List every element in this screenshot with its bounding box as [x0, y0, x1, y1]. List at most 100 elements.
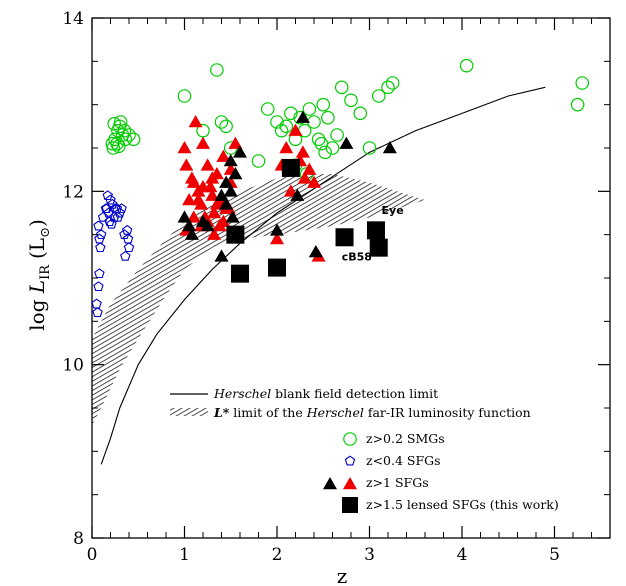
series-2-point-5	[188, 115, 203, 128]
legend-herschel_limit-label: Herschel blank field detection limit	[213, 386, 438, 401]
series-1-point-0	[91, 298, 102, 309]
series-1-point-10	[103, 207, 114, 218]
series-2-point-13	[207, 206, 222, 219]
series-3-point-9	[233, 145, 247, 158]
series-2-point-12	[205, 188, 220, 201]
series-2-point-32	[288, 123, 303, 136]
legend-lensed-label-text: z>1.5 lensed SFGs (this work)	[366, 497, 559, 512]
legend-sfg_high-label-text: z>1 SFGs	[366, 475, 429, 490]
series-0-point-33	[330, 128, 344, 142]
series-1-point-3	[94, 268, 105, 279]
series-0-point-29	[311, 132, 326, 147]
series-4-point-0	[226, 225, 245, 244]
series-1-point-7	[94, 233, 105, 244]
legend-smg-label: z>0.2 SMGs	[366, 431, 445, 446]
series-3-point-5	[214, 249, 229, 262]
series-0-point-7	[110, 136, 124, 151]
legend-lstar_limit-label-text: far-IR luminosity function	[364, 405, 531, 420]
series-0-point-9	[117, 123, 132, 138]
legend-sfg_low-label-text: z<0.4 SFGs	[366, 453, 441, 468]
y-tick-label-1: 10	[62, 356, 84, 376]
series-0-point-38	[381, 80, 395, 95]
series-0-point-27	[302, 102, 317, 116]
series-3-point-1	[182, 219, 197, 232]
series-0-point-21	[270, 115, 284, 129]
series-1-point-16	[116, 203, 127, 214]
series-3-point-2	[184, 227, 199, 240]
series-4-point-6	[369, 238, 388, 257]
series-0-point-13	[112, 139, 126, 154]
x-tick-label-2: 2	[272, 545, 283, 565]
series-1-point-4	[95, 242, 106, 253]
series-1-point-1	[92, 307, 103, 318]
series-2-point-39	[283, 184, 298, 197]
legend-lstar_limit-label: L* limit of the Herschel far-IR luminosi…	[213, 405, 531, 420]
series-2-point-31	[279, 141, 294, 154]
annotation-eye: Eye	[382, 204, 404, 217]
series-0-point-28	[307, 115, 321, 129]
series-3-point-14	[270, 223, 284, 236]
series-1-point-5	[96, 229, 107, 240]
series-0-point-22	[279, 119, 294, 134]
series-0-point-34	[334, 80, 349, 95]
series-1-point-26	[122, 233, 134, 244]
annotation-cb58: cB58	[342, 251, 372, 264]
legend-lstar_limit-swatch	[170, 408, 208, 416]
y-tick-label-0: 8	[73, 529, 84, 549]
series-0-point-19	[219, 119, 233, 134]
legend-lensed-label: z>1.5 lensed SFGs (this work)	[366, 497, 559, 512]
series-0-point-47	[459, 58, 474, 73]
series-0-point-46	[353, 106, 368, 121]
y-axis-title-log: log	[25, 293, 49, 331]
y-axis-title-L: L	[25, 280, 49, 294]
lstar-band	[92, 174, 425, 426]
series-0-point-35	[344, 93, 358, 108]
series-1-point-6	[93, 220, 104, 231]
y-tick-label-3: 14	[62, 9, 84, 29]
y-tick-label-2: 12	[62, 182, 84, 202]
series-2-point-36	[307, 175, 321, 188]
series-0-point-23	[284, 106, 298, 121]
series-1-point-8	[97, 211, 109, 222]
legend: Herschel blank field detection limit L* l…	[170, 386, 559, 513]
legend-lensed-marker	[342, 497, 358, 513]
series-0-point-30	[316, 97, 331, 112]
annotations-group: Eye cB58	[342, 204, 404, 264]
series-4-point-3	[281, 158, 300, 177]
series-2-point-24	[196, 180, 210, 193]
series-3-point-18	[382, 141, 397, 154]
series-2-point-26	[205, 171, 220, 184]
x-tick-label-3: 3	[364, 545, 375, 565]
series-2-point-20	[228, 136, 243, 149]
series-0-point-8	[113, 115, 128, 129]
series-3-point-8	[228, 167, 243, 180]
y-axis-title-unit-sub: ⊙	[38, 227, 53, 238]
series-2-point-38	[295, 145, 310, 158]
series-3-point-4	[200, 219, 215, 232]
series-2-point-2	[182, 193, 197, 206]
series-0-point-39	[385, 76, 400, 90]
series-2-point-0	[177, 141, 192, 154]
series-0-point-49	[575, 76, 590, 90]
legend-sfg_high-label: z>1 SFGs	[366, 475, 429, 490]
series-1-point-20	[102, 190, 113, 201]
series-4-point-4	[335, 228, 354, 247]
series-0-point-10	[122, 128, 136, 142]
legend-sfg_low-marker	[344, 455, 356, 466]
series-0-point-36	[362, 141, 377, 155]
series-1-point-19	[123, 242, 135, 253]
series-0-point-11	[126, 132, 141, 147]
series-0-point-48	[570, 97, 585, 112]
series-3-point-12	[214, 188, 229, 201]
series-2-point-23	[191, 193, 206, 206]
legend-sfg_high-marker-red	[343, 477, 357, 490]
series-1-point-14	[112, 211, 124, 222]
y-axis-title: log LIR (L⊙)	[25, 219, 53, 331]
series-3-point-15	[295, 110, 310, 123]
series-0-point-17	[214, 115, 229, 129]
legend-lstar_limit-label-lstar: L*	[213, 405, 230, 420]
legend-sfg_low-label: z<0.4 SFGs	[366, 453, 441, 468]
series-0-point-0	[105, 136, 120, 151]
y-axis-title-unit: (L	[25, 238, 49, 259]
